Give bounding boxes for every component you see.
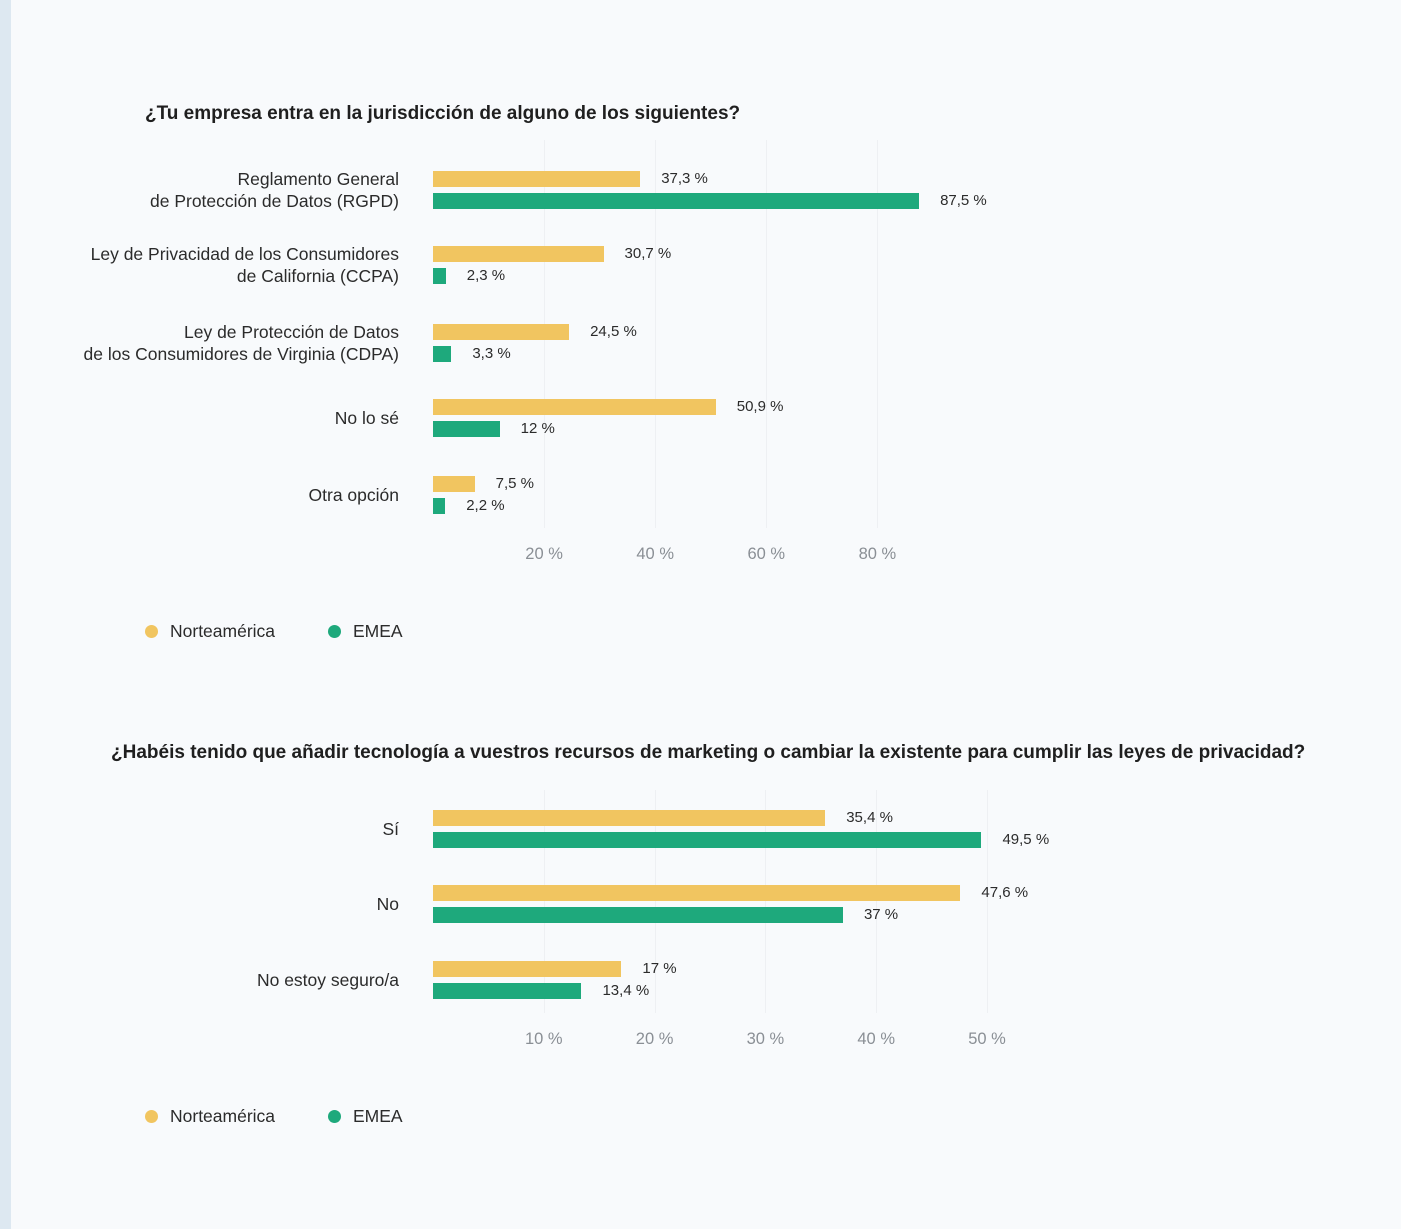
x-tick-label: 60 % — [747, 545, 786, 563]
data-label: 12 % — [520, 420, 555, 437]
category-label-line: de los Consumidores de Virginia (CDPA) — [83, 344, 399, 364]
left-edge-strip — [0, 0, 11, 1229]
data-label: 35,4 % — [846, 809, 893, 826]
data-label: 2,2 % — [466, 497, 505, 514]
category-label: No estoy seguro/a — [257, 969, 399, 991]
legend-item-emea[interactable]: EMEA — [328, 621, 403, 642]
legend-label: EMEA — [353, 621, 403, 641]
x-tick-label: 20 % — [635, 1030, 674, 1048]
category-label-line: de Protección de Datos (RGPD) — [150, 191, 399, 211]
category-label-line: No estoy seguro/a — [256, 970, 399, 990]
bar-norteamerica — [433, 885, 961, 901]
x-tick-label: 20 % — [525, 545, 563, 563]
data-label: 30,7 % — [624, 245, 672, 262]
bar-norteamerica — [433, 171, 641, 187]
category-label: Otra opción — [309, 484, 399, 506]
bar-norteamerica — [433, 961, 622, 977]
data-label: 87,5 % — [940, 192, 987, 209]
bar-emea — [433, 421, 500, 437]
legend-label: Norteamérica — [170, 621, 276, 641]
gridline — [765, 790, 767, 1013]
data-label: 2,3 % — [466, 267, 506, 284]
bar-norteamerica — [433, 476, 475, 492]
gridline — [877, 140, 879, 528]
legend-item-norteamerica[interactable]: Norteamérica — [145, 621, 275, 642]
data-label: 47,6 % — [981, 884, 1029, 901]
category-label: No — [377, 893, 399, 915]
data-label: 37,3 % — [661, 170, 708, 187]
data-label: 24,5 % — [590, 323, 637, 340]
bar-emea — [433, 907, 843, 923]
x-tick-label: 40 % — [636, 545, 674, 563]
category-label: Ley de Protección de Datos de los Consumi… — [84, 321, 399, 365]
category-label-line: No lo sé — [334, 408, 399, 428]
data-label: 49,5 % — [1002, 831, 1050, 848]
category-label: Reglamento General de Protección de Datos… — [150, 168, 399, 212]
gridline — [655, 140, 657, 528]
category-label: No lo sé — [335, 407, 399, 429]
data-label: 7,5 % — [495, 475, 535, 492]
legend-dot-icon — [328, 625, 341, 638]
category-label-line: No — [376, 894, 399, 914]
x-tick-label: 40 % — [857, 1030, 895, 1048]
x-tick-label: 10 % — [524, 1030, 563, 1048]
category-label-line: Otra opción — [308, 485, 399, 505]
chart-title: ¿Habéis tenido que añadir tecnología a v… — [111, 742, 1306, 763]
category-label: Ley de Privacidad de los Consumidores de … — [91, 243, 399, 287]
gridline — [543, 790, 545, 1013]
chart-title: ¿Tu empresa entra en la jurisdicción de … — [145, 103, 741, 124]
gridline — [876, 790, 878, 1013]
data-label: 37 % — [863, 906, 899, 923]
bar-emea — [433, 193, 920, 209]
legend-label: EMEA — [353, 1106, 403, 1126]
bar-emea — [433, 498, 446, 514]
category-label-line: Ley de Privacidad de los Consumidores — [90, 244, 399, 264]
legend-dot-icon — [328, 1110, 341, 1123]
bar-emea — [433, 983, 582, 999]
data-label: 17 % — [642, 960, 677, 977]
data-label: 3,3 % — [472, 345, 511, 362]
category-label: Sí — [382, 818, 399, 840]
bar-norteamerica — [433, 810, 826, 826]
bar-emea — [433, 832, 982, 848]
legend-dot-icon — [145, 1110, 158, 1123]
category-label-line: Reglamento General — [237, 169, 399, 189]
x-tick-label: 80 % — [858, 545, 897, 563]
bar-emea — [433, 268, 446, 284]
bar-norteamerica — [433, 246, 604, 262]
legend-label: Norteamérica — [170, 1106, 276, 1126]
category-label-line: de California (CCPA) — [236, 266, 399, 286]
bar-norteamerica — [433, 324, 570, 340]
x-tick-label: 50 % — [968, 1030, 1006, 1048]
gridline — [654, 790, 656, 1013]
legend-dot-icon — [145, 625, 158, 638]
gridline — [987, 790, 988, 1013]
data-label: 50,9 % — [736, 398, 784, 415]
data-label: 13,4 % — [602, 982, 650, 999]
x-tick-label: 30 % — [746, 1030, 785, 1048]
gridline — [766, 140, 768, 528]
legend-item-emea[interactable]: EMEA — [328, 1106, 403, 1127]
category-label-line: Sí — [382, 819, 399, 839]
category-label-line: Ley de Protección de Datos — [184, 322, 399, 342]
bar-norteamerica — [433, 399, 716, 415]
legend-item-norteamerica[interactable]: Norteamérica — [145, 1106, 275, 1127]
bar-emea — [433, 346, 452, 362]
